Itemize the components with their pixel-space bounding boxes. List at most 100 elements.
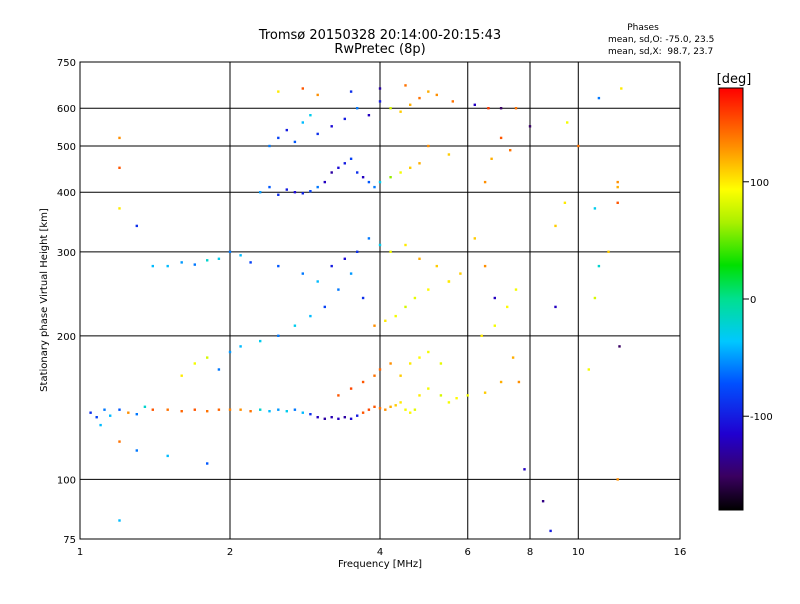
data-point: [409, 166, 412, 169]
data-point: [499, 107, 503, 110]
colorbar-label: [deg]: [717, 72, 752, 87]
data-point: [239, 408, 242, 411]
data-point: [373, 405, 376, 408]
data-point: [228, 408, 232, 411]
data-point: [439, 362, 443, 365]
data-point: [277, 136, 280, 140]
data-point: [285, 128, 288, 132]
data-point: [349, 90, 353, 93]
data-point: [89, 411, 92, 414]
data-point: [404, 408, 407, 411]
data-point: [228, 350, 232, 354]
data-point: [378, 87, 382, 90]
data-point: [309, 413, 312, 416]
data-point: [309, 190, 312, 193]
data-point: [118, 166, 121, 169]
data-point: [480, 334, 483, 337]
data-point: [330, 264, 333, 268]
data-point: [109, 414, 112, 417]
colorbar-tick-label: -100: [750, 412, 773, 423]
data-point: [455, 397, 458, 400]
data-point: [356, 107, 359, 110]
data-point: [135, 449, 138, 452]
y-tick-label: 500: [57, 142, 76, 153]
data-point: [378, 243, 382, 247]
data-point: [337, 394, 340, 397]
data-point: [483, 391, 487, 394]
data-point: [373, 374, 376, 377]
data-point: [180, 410, 183, 413]
data-point: [389, 405, 392, 408]
x-axis-label: Frequency [MHz]: [338, 559, 422, 570]
data-point: [277, 90, 280, 93]
chart-subtitle: RwPretec (8p): [334, 42, 425, 57]
data-point: [418, 394, 421, 397]
phases-title: Phases: [627, 23, 659, 33]
y-axis-label: Stationary phase Virtual Height [km]: [39, 208, 50, 392]
data-point: [493, 324, 496, 327]
data-point: [217, 257, 221, 260]
data-point: [285, 410, 288, 413]
data-point: [356, 250, 359, 253]
data-point: [413, 408, 417, 411]
data-point: [418, 257, 421, 260]
data-point: [367, 237, 371, 240]
data-point: [483, 180, 487, 184]
data-point: [367, 408, 371, 411]
y-axis-ticks: 75 100 200 300 400 500 600 750: [57, 58, 76, 546]
phases-x-stats: mean, sd,X: 98.7, 23.7: [608, 47, 713, 57]
data-point: [620, 87, 623, 90]
data-point: [349, 417, 353, 420]
data-point: [616, 180, 619, 184]
data-point: [343, 257, 346, 260]
data-point: [593, 207, 597, 210]
data-point: [330, 416, 333, 419]
data-point: [277, 193, 280, 196]
x-tick-label: 1: [77, 547, 83, 558]
data-point: [409, 362, 412, 365]
data-point: [427, 288, 430, 291]
data-point: [435, 93, 438, 97]
data-point: [439, 394, 443, 397]
data-point: [399, 171, 402, 174]
data-point: [427, 387, 430, 390]
data-point: [268, 185, 271, 189]
data-point: [541, 500, 545, 503]
data-point: [389, 250, 392, 253]
y-tick-label: 300: [57, 248, 76, 259]
data-point: [618, 345, 621, 348]
data-point: [506, 305, 509, 309]
data-point: [378, 407, 382, 410]
data-point: [166, 264, 169, 268]
data-point: [193, 362, 196, 365]
data-points: [89, 84, 623, 533]
data-point: [418, 162, 421, 165]
data-point: [361, 296, 365, 300]
data-point: [277, 334, 280, 337]
data-point: [259, 191, 262, 194]
data-point: [427, 144, 430, 148]
data-point: [343, 117, 346, 121]
data-point: [151, 264, 154, 268]
data-point: [554, 224, 557, 228]
data-point: [301, 121, 304, 124]
data-point: [597, 264, 601, 268]
data-point: [103, 408, 106, 411]
data-point: [118, 440, 121, 443]
data-point: [523, 468, 526, 471]
data-point: [180, 261, 183, 264]
data-point: [151, 408, 154, 411]
data-point: [566, 121, 569, 124]
data-point: [293, 324, 297, 327]
data-point: [563, 201, 567, 204]
data-point: [394, 404, 397, 407]
data-point: [293, 408, 297, 411]
x-tick-label: 4: [377, 547, 383, 558]
data-point: [316, 132, 319, 136]
data-point: [206, 259, 209, 262]
data-point: [389, 176, 392, 179]
data-point: [285, 188, 288, 191]
data-point: [473, 103, 476, 106]
x-tick-label: 6: [465, 547, 471, 558]
